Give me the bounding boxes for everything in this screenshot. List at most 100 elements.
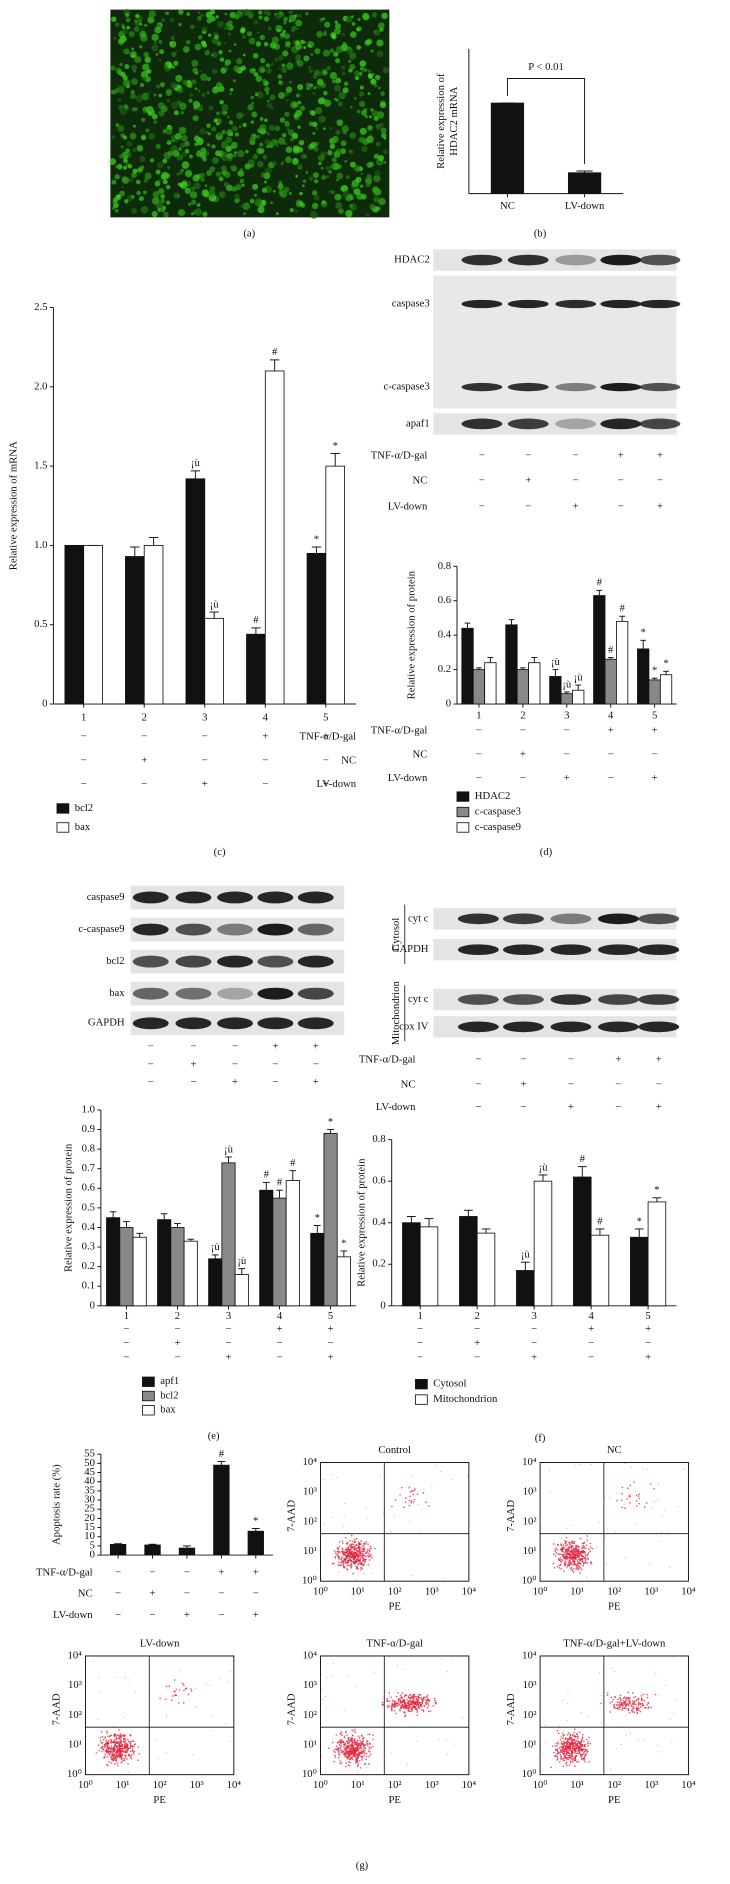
flow-event [112,1757,115,1760]
flow-event [348,1749,350,1752]
fluorescence-speck [109,158,117,165]
flow-event [582,1562,585,1564]
flow-event [661,1515,663,1517]
fluorescence-speck [376,50,384,58]
flow-event [337,1741,340,1744]
blot-band [597,994,639,1005]
fluorescence-speck [215,82,223,89]
y-tick-label: 2.5 [34,301,47,313]
flow-event [371,1572,373,1574]
blot-band [503,913,544,925]
x-tick-label: 1 [124,1310,129,1322]
blot-band [507,254,549,266]
flow-event [566,1556,569,1559]
flow-event [562,1544,565,1547]
x-tick-label: 10³ [425,1585,439,1597]
flow-event [356,1745,359,1748]
treatment-label: LV-down [388,772,428,784]
fluorescence-speck [379,27,384,32]
flow-event [632,1707,634,1710]
flow-event [422,1698,425,1701]
fluorescence-speck [140,134,147,141]
flow-event [347,1736,350,1739]
flow-event [556,1749,559,1752]
fluorescence-speck [263,16,270,22]
flow-event [354,1753,357,1755]
flow-event [131,1749,134,1752]
fluorescence-speck [369,203,376,210]
treatment-sign: − [615,1101,621,1113]
flow-event [604,1537,606,1539]
blot-label: cyt c [408,912,429,924]
treatment-sign: − [608,772,614,784]
flow-event [610,1668,613,1670]
fluorescence-speck [259,124,267,132]
panel-label: (d) [540,846,553,858]
flow-event [120,1761,123,1763]
bar [572,689,585,705]
flow-event [338,1541,341,1543]
flow-event [129,1734,132,1737]
flow-event [559,1754,562,1756]
flow-event [343,1736,346,1739]
flow-event [416,1580,419,1582]
treatment-sign: − [645,1337,651,1349]
fluorescence-speck [118,104,124,111]
bar [183,1240,198,1307]
flow-event [390,1708,393,1710]
fluorescence-speck [293,113,299,119]
flow-event [361,1751,364,1754]
fluorescence-speck [223,26,228,31]
flow-event [559,1745,562,1748]
flow-event [585,1544,588,1547]
fluorescence-speck [186,39,191,45]
flow-event [566,1740,568,1743]
flow-event [121,1757,124,1760]
flow-event [187,1693,190,1696]
flow-event [108,1735,111,1738]
flow-event [567,1548,570,1550]
flow-event [358,1543,360,1545]
fluorescence-speck [169,40,177,48]
significance-marker: * [663,658,668,670]
fluorescence-speck [128,164,133,169]
fluorescence-speck [144,56,152,64]
flow-event [370,1746,372,1749]
flow-event [386,1706,389,1708]
flow-event [624,1507,627,1510]
y-tick-label: 10⁴ [303,1649,318,1661]
fluorescence-speck [281,132,287,138]
fluorescence-speck [315,106,323,115]
flow-event [340,1746,342,1748]
bar [484,662,497,705]
flow-event [578,1558,580,1560]
flow-event [190,1688,192,1690]
significance-marker: ¡ù [211,1241,221,1253]
flow-event [426,1698,429,1700]
flow-event [148,1760,150,1762]
flow-event [633,1711,636,1714]
flow-event [409,1700,412,1702]
flow-event [157,1758,159,1760]
fluorescence-speck [296,27,300,31]
flow-event [99,1739,102,1742]
flow-event [366,1742,368,1744]
fluorescence-speck [250,120,254,124]
flow-event [113,1742,115,1744]
flow-event [583,1744,586,1746]
flow-event [370,1554,373,1557]
treatment-sign: − [232,1058,238,1070]
treatment-sign: − [174,1351,180,1363]
fluorescence-speck [256,31,260,34]
fluorescence-speck [234,14,240,20]
flow-event [123,1741,126,1744]
flow-event [224,1722,227,1724]
x-tick-label: 1 [476,709,481,721]
flow-event [566,1527,568,1529]
fluorescence-speck [329,48,335,53]
flow-event [125,1742,128,1745]
fluorescence-speck [340,140,347,147]
fluorescence-speck [118,87,126,95]
y-tick-label: 45 [84,1466,95,1478]
